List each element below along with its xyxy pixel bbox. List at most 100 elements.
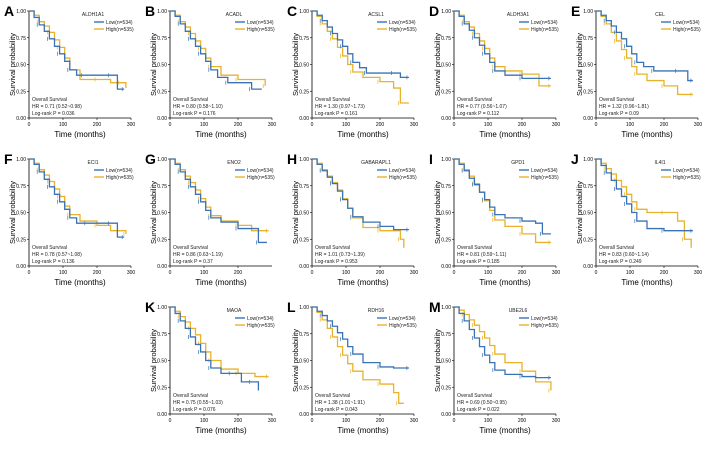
x-tick-label: 0: [311, 418, 314, 424]
y-tick-label: 0.50: [299, 211, 309, 217]
hazard-ratio: HR = 0.81 (0.59~1.11): [457, 252, 507, 258]
hazard-ratio: HR = 1.38 (1.01~1.91): [315, 400, 365, 406]
x-axis-title: Time (months): [195, 278, 247, 287]
km-curve-low: [454, 158, 551, 235]
legend-label-low: Low(n=534): [531, 20, 558, 26]
legend-label-high: High(n=535): [389, 27, 417, 33]
gene-title: ENO2: [227, 160, 241, 166]
km-panel-l: L 0.00 0.25 0.50 0.75 1.00 0 100 200 300 Time (mon…: [287, 299, 418, 435]
logrank-p: Log-rank P = 0.37: [173, 259, 213, 265]
y-axis-title: Survival probability: [575, 33, 584, 96]
y-axis-title: Survival probability: [8, 181, 17, 244]
y-tick-label: 0.50: [157, 211, 167, 217]
y-axis-title: Survival probability: [433, 33, 442, 96]
y-tick-label: 0.75: [299, 184, 309, 190]
legend-label-low: Low(n=534): [106, 20, 133, 26]
gene-title: UBE2L6: [509, 308, 528, 314]
legend-label-high: High(n=535): [531, 323, 559, 329]
y-tick-label: 0.00: [157, 412, 167, 418]
y-tick-label: 1.00: [299, 305, 309, 311]
legend-label-high: High(n=535): [247, 175, 275, 181]
y-axis-title: Survival probability: [291, 329, 300, 392]
y-tick-label: 0.00: [441, 412, 451, 418]
x-tick-label: 0: [453, 122, 456, 128]
legend-label-low: Low(n=534): [389, 168, 416, 174]
panel-letter: C: [287, 3, 297, 19]
legend-label-low: Low(n=534): [673, 168, 700, 174]
y-tick-label: 0.25: [441, 89, 451, 95]
x-axis-title: Time (months): [479, 278, 531, 287]
hazard-ratio: HR = 1.32 (0.96~1.81): [599, 104, 649, 110]
y-tick-label: 0.00: [299, 116, 309, 122]
x-tick-label: 200: [518, 270, 527, 276]
x-tick-label: 0: [169, 418, 172, 424]
x-tick-label: 300: [127, 122, 136, 128]
y-tick-label: 0.25: [157, 237, 167, 243]
km-panel-c: C 0.00 0.25 0.50 0.75 1.00 0 100 200 300 Time (mon…: [287, 3, 418, 139]
y-tick-label: 0.50: [583, 211, 593, 217]
x-tick-label: 100: [626, 270, 635, 276]
y-axis-title: Survival probability: [433, 181, 442, 244]
x-axis-title: Time (months): [621, 130, 673, 139]
y-tick-label: 1.00: [157, 305, 167, 311]
y-tick-label: 1.00: [157, 157, 167, 163]
overall-survival-label: Overall Survival: [457, 97, 492, 103]
legend-label-low: Low(n=534): [247, 168, 274, 174]
x-axis-title: Time (months): [337, 426, 389, 435]
hazard-ratio: HR = 0.78 (0.57~1.08): [32, 252, 82, 258]
panel-letter: D: [429, 3, 439, 19]
y-tick-label: 0.75: [157, 36, 167, 42]
y-tick-label: 0.00: [299, 264, 309, 270]
legend-label-high: High(n=535): [247, 27, 275, 33]
x-tick-label: 300: [552, 270, 561, 276]
y-tick-label: 0.00: [16, 264, 26, 270]
panel-letter: G: [145, 151, 156, 167]
km-curve-low: [29, 158, 125, 238]
x-tick-label: 200: [234, 418, 243, 424]
gene-title: ACSL1: [368, 12, 384, 18]
x-tick-label: 0: [453, 418, 456, 424]
y-tick-label: 0.75: [441, 332, 451, 338]
gene-title: ALDH1A1: [82, 12, 104, 18]
x-tick-label: 200: [376, 418, 385, 424]
km-panel-g: G 0.00 0.25 0.50 0.75 1.00 0 100 200 Time (months…: [145, 151, 275, 287]
km-curve-low: [454, 306, 551, 379]
logrank-p: Log-rank P = 0.043: [315, 407, 358, 413]
x-tick-label: 0: [595, 122, 598, 128]
km-curve-low: [312, 158, 409, 231]
km-curve-low: [170, 306, 260, 391]
hazard-ratio: HR = 0.83 (0.60~1.14): [599, 252, 649, 258]
legend-label-low: Low(n=534): [389, 316, 416, 322]
y-axis-title: Survival probability: [433, 329, 442, 392]
y-tick-label: 1.00: [441, 157, 451, 163]
x-axis-title: Time (months): [54, 130, 106, 139]
y-tick-label: 0.50: [157, 359, 167, 365]
y-tick-label: 0.50: [16, 63, 26, 69]
overall-survival-label: Overall Survival: [32, 97, 67, 103]
panel-letter: M: [429, 299, 441, 315]
logrank-p: Log-rank P = 0.022: [457, 407, 500, 413]
y-tick-label: 0.00: [441, 116, 451, 122]
x-axis-title: Time (months): [621, 278, 673, 287]
logrank-p: Log-rank P = 0.036: [32, 111, 75, 117]
km-panel-h: H 0.00 0.25 0.50 0.75 1.00 0 100 200 300 Time (mon…: [287, 151, 418, 287]
y-tick-label: 0.75: [441, 36, 451, 42]
x-tick-label: 300: [694, 270, 703, 276]
x-tick-label: 200: [376, 270, 385, 276]
x-tick-label: 200: [660, 122, 669, 128]
y-axis-title: Survival probability: [149, 33, 158, 96]
y-axis-title: Survival probability: [149, 181, 158, 244]
x-tick-label: 300: [410, 270, 419, 276]
y-axis-title: Survival probability: [575, 181, 584, 244]
hazard-ratio: HR = 0.75 (0.55~1.03): [173, 400, 223, 406]
y-tick-label: 0.75: [16, 184, 26, 190]
gene-title: MAOA: [227, 308, 242, 314]
y-tick-label: 1.00: [16, 9, 26, 15]
gene-title: ECI1: [87, 160, 98, 166]
x-tick-label: 0: [311, 122, 314, 128]
panel-letter: A: [4, 3, 14, 19]
y-axis-title: Survival probability: [291, 181, 300, 244]
x-tick-label: 300: [127, 270, 136, 276]
km-curve-low: [312, 306, 409, 369]
